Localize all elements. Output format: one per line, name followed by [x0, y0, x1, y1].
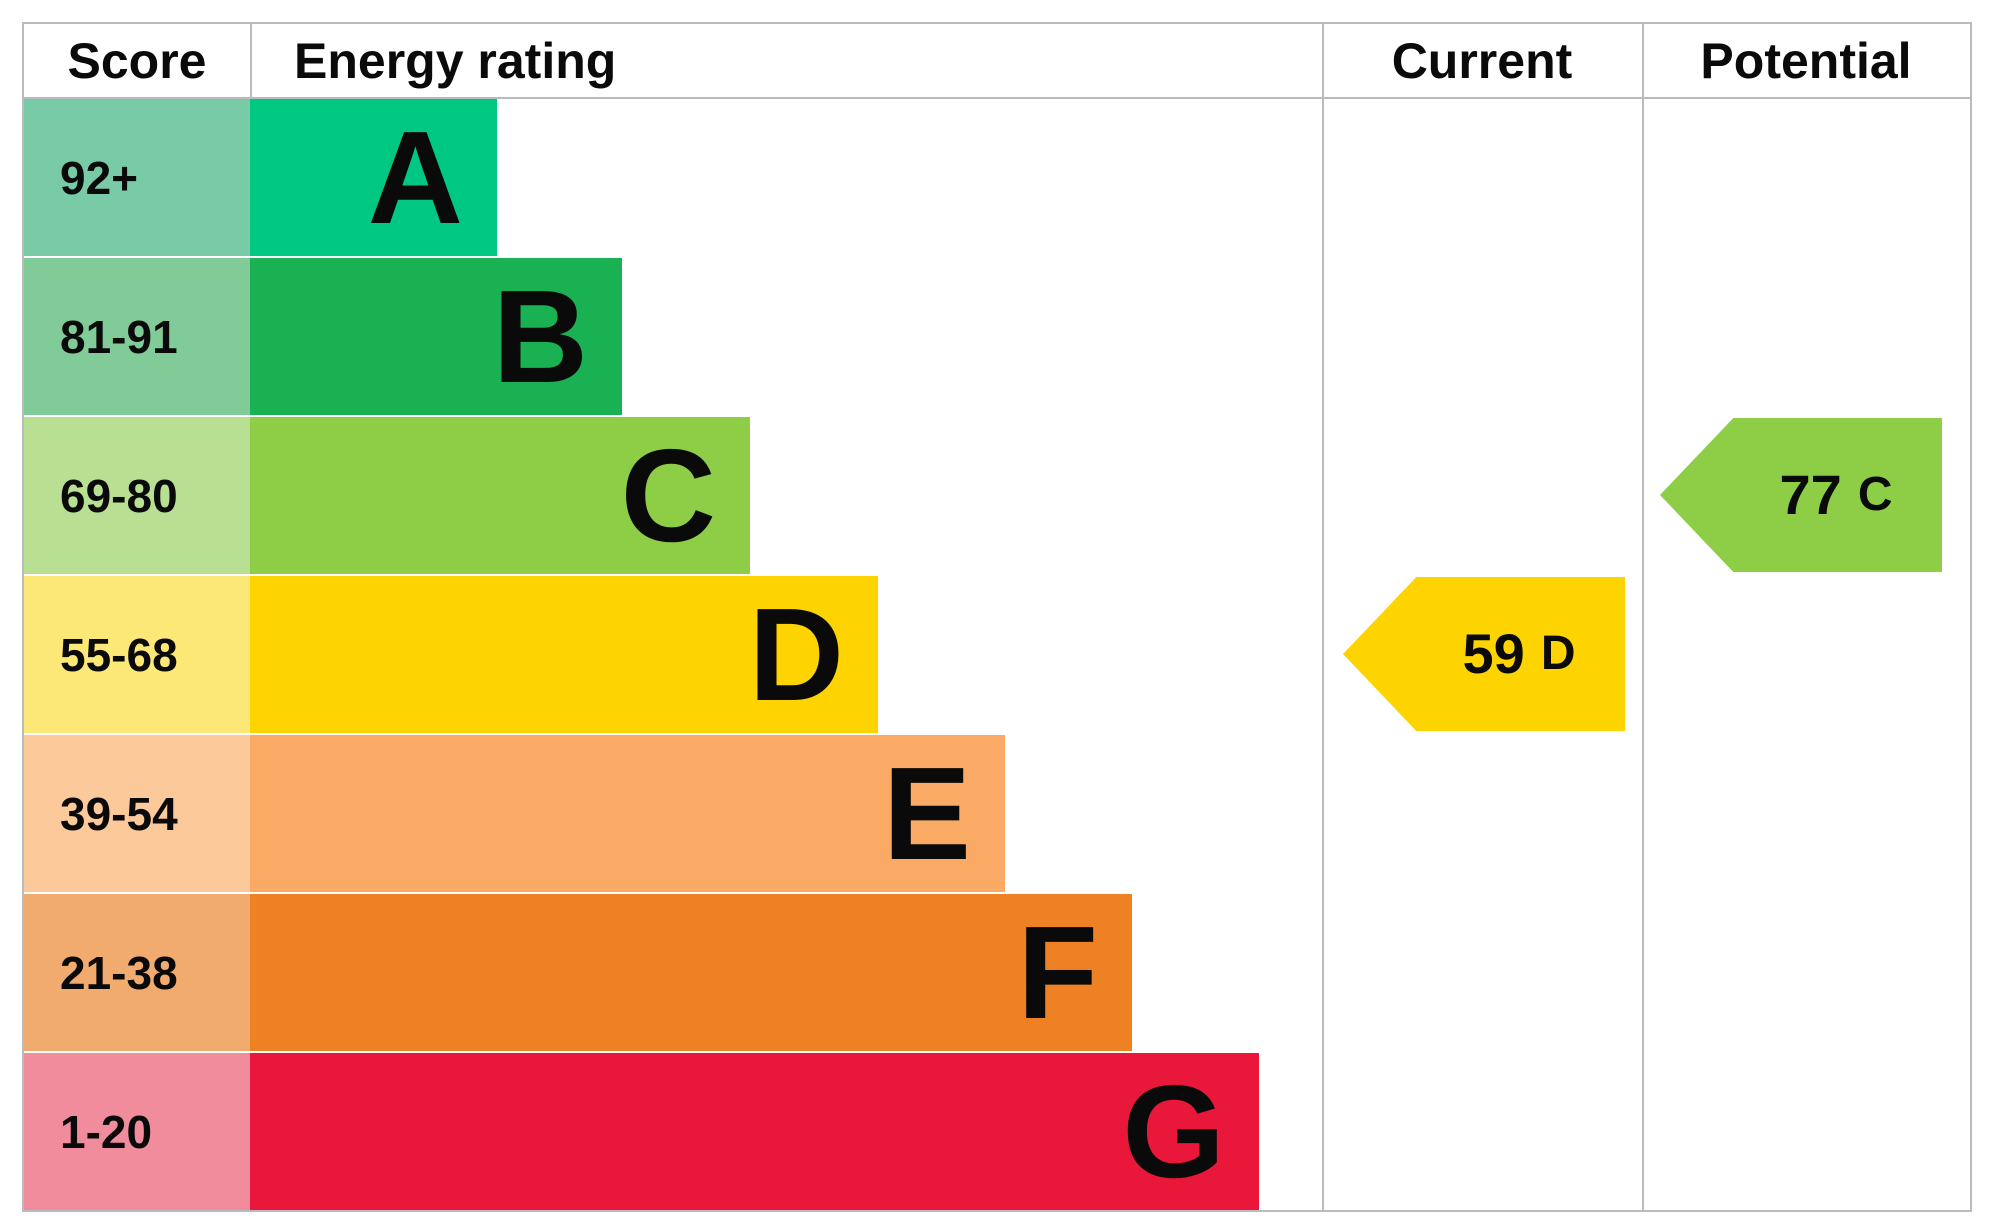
band-row: 55-68 D — [24, 574, 1970, 733]
potential-column-divider — [1642, 24, 1644, 1210]
header-energy-rating: Energy rating — [294, 32, 617, 89]
band-row: 92+ A — [24, 99, 1970, 256]
rating-bar-g: G — [250, 1053, 1259, 1210]
current-column-divider — [1322, 24, 1324, 1210]
band-row: 1-20 G — [24, 1051, 1970, 1210]
rating-bar-d: D — [250, 576, 878, 733]
rating-bar-b: B — [250, 258, 622, 415]
rating-bar-e: E — [250, 735, 1005, 892]
band-row: 69-80 C — [24, 415, 1970, 574]
rating-bar-c: C — [250, 417, 750, 574]
band-row: 81-91 B — [24, 256, 1970, 415]
header-row: Score Energy rating Current Potential — [24, 24, 1970, 99]
band-row: 21-38 F — [24, 892, 1970, 1051]
score-range-cell: 92+ — [24, 99, 250, 256]
score-range-cell: 81-91 — [24, 258, 250, 415]
header-score: Score — [67, 32, 207, 89]
epc-chart: Score Energy rating Current Potential 92… — [22, 22, 1972, 1212]
rating-bar-f: F — [250, 894, 1132, 1051]
score-range-cell: 69-80 — [24, 417, 250, 574]
band-rows: 92+ A 81-91 B 69-80 C 55-68 D 39-54 E 21… — [24, 99, 1970, 1210]
score-column-divider — [250, 24, 252, 97]
current-rating-value: 59 — [1462, 622, 1525, 685]
potential-rating-letter: C — [1857, 468, 1893, 521]
header-current: Current — [1391, 32, 1573, 89]
potential-rating-value: 77 — [1779, 463, 1842, 526]
score-range-cell: 1-20 — [24, 1053, 250, 1210]
band-row: 39-54 E — [24, 733, 1970, 892]
current-rating-letter: D — [1540, 627, 1576, 680]
score-range-cell: 39-54 — [24, 735, 250, 892]
score-range-cell: 21-38 — [24, 894, 250, 1051]
header-potential: Potential — [1700, 32, 1912, 89]
rating-bar-a: A — [250, 99, 497, 256]
score-range-cell: 55-68 — [24, 576, 250, 733]
